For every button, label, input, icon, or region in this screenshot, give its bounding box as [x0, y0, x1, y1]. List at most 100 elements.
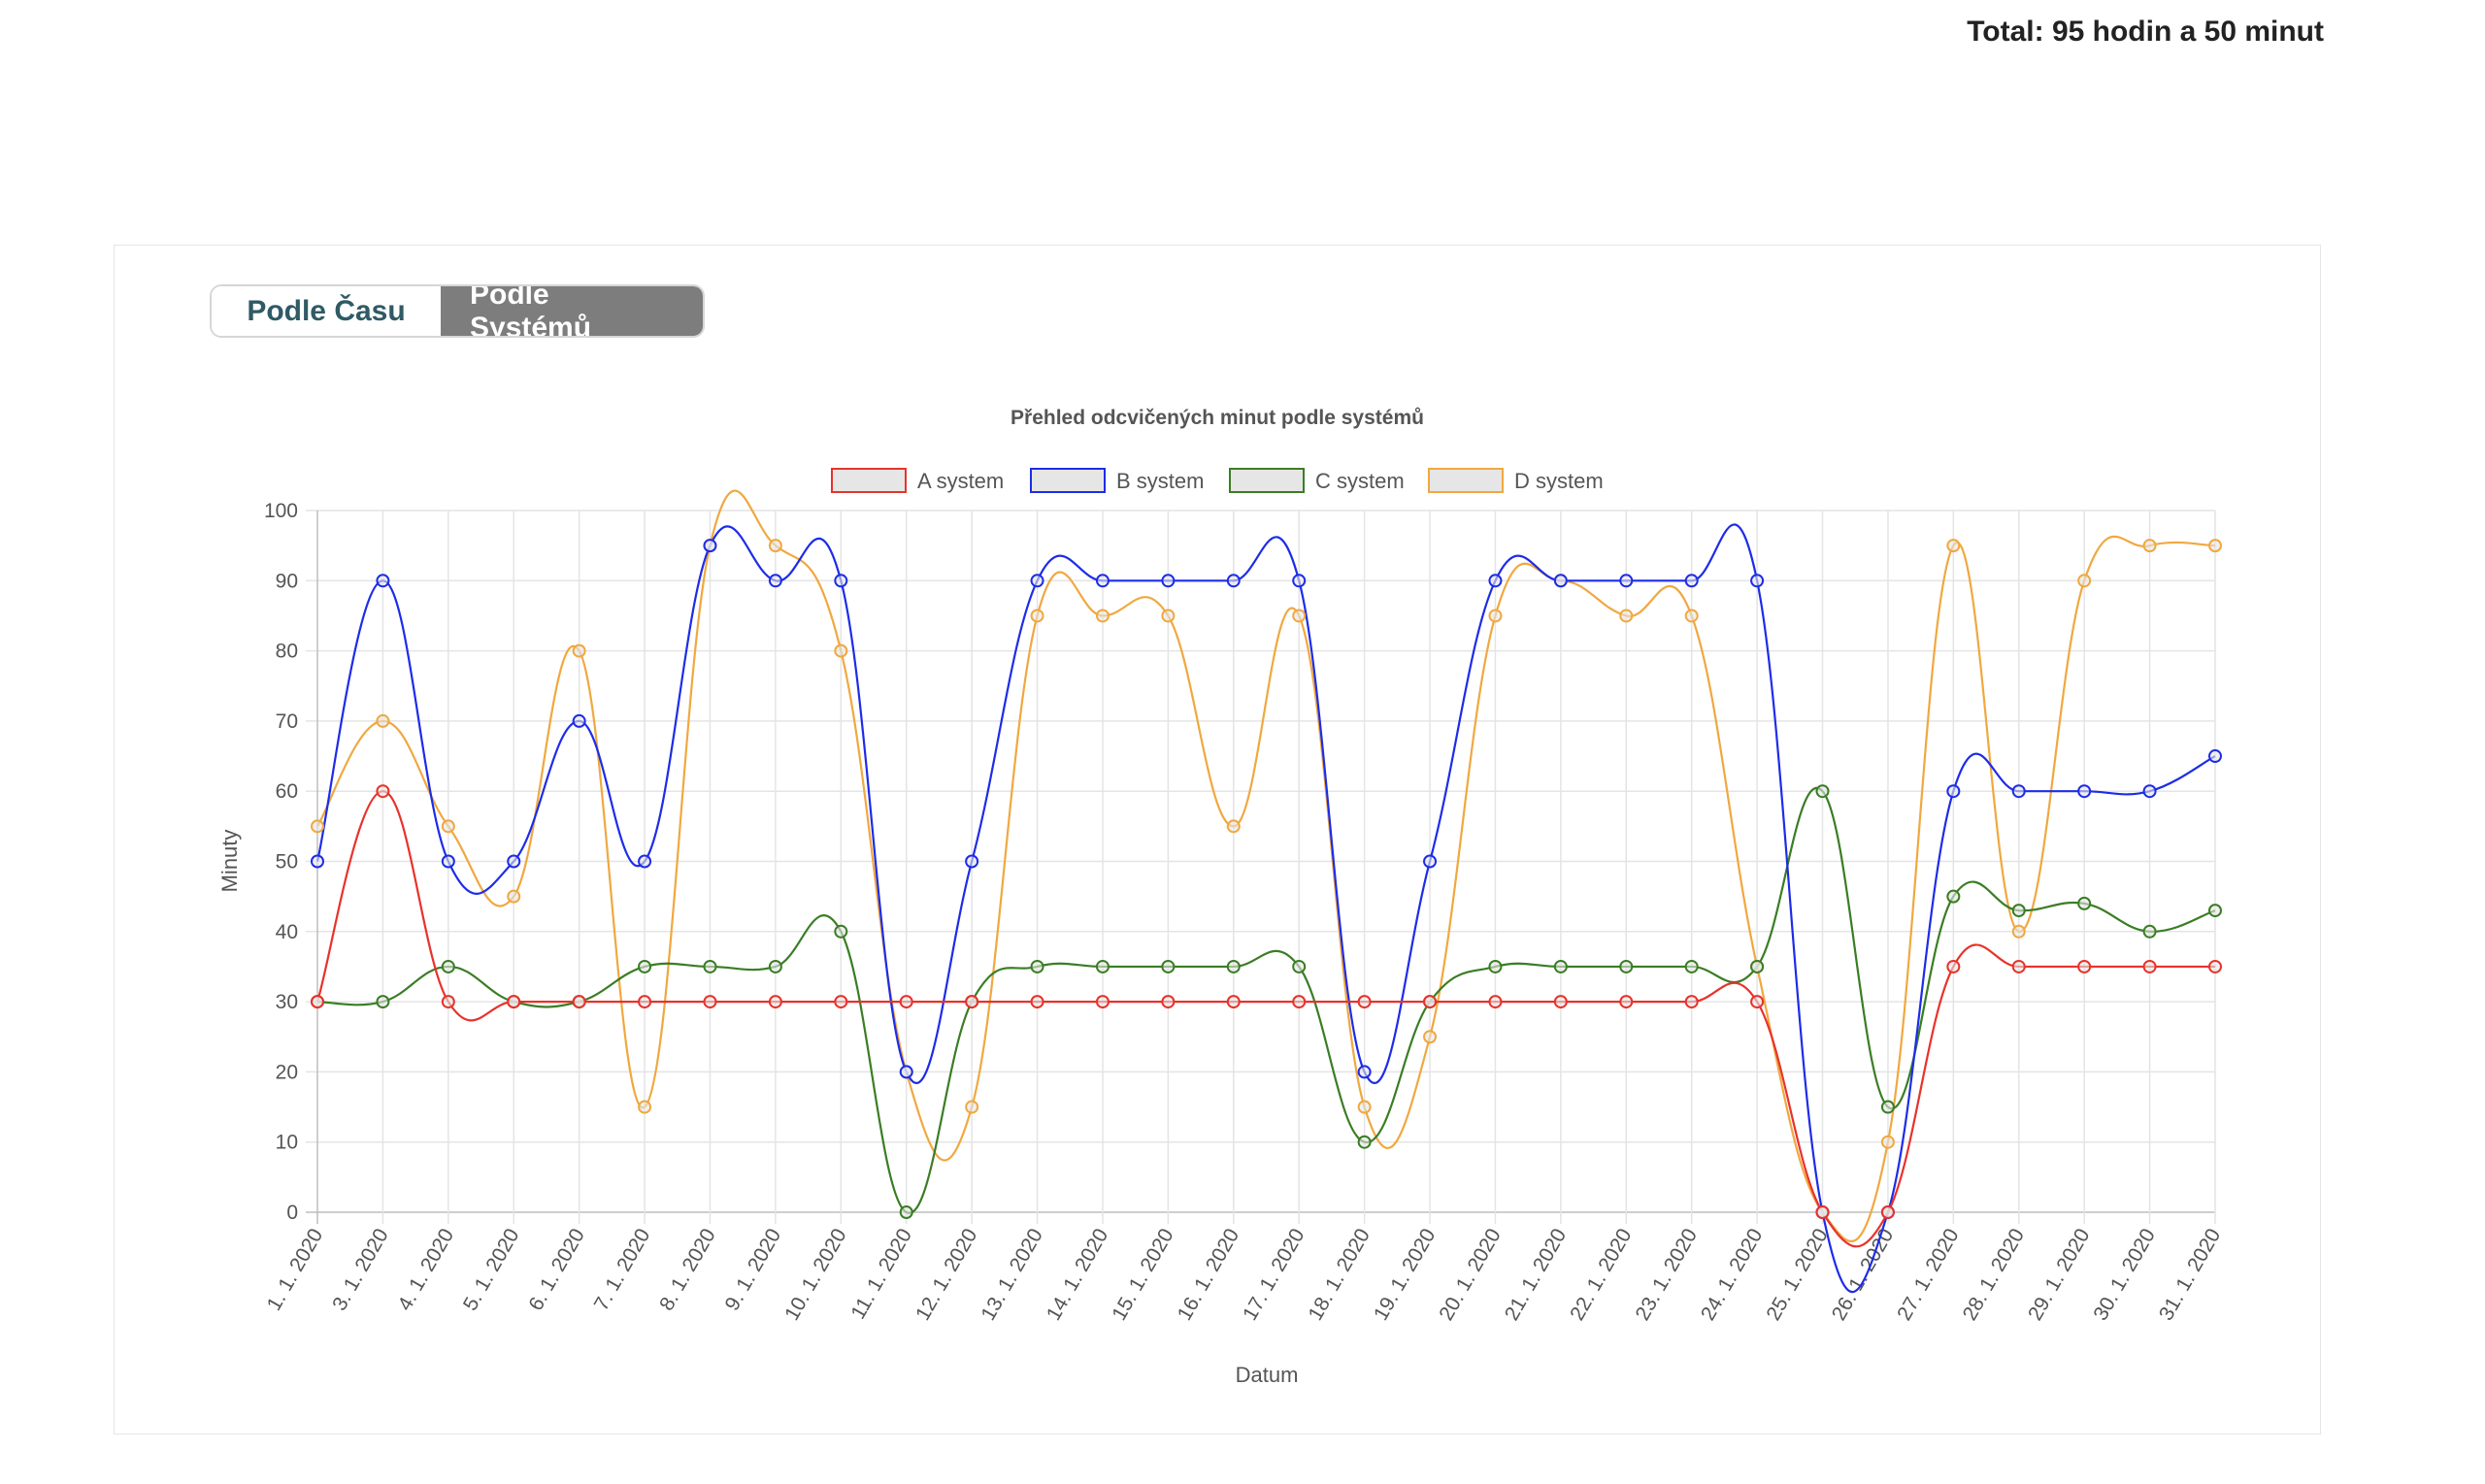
data-point [1292, 995, 1307, 1009]
data-point [1095, 995, 1110, 1009]
data-point [834, 924, 848, 939]
data-point [2142, 784, 2157, 799]
data-point [572, 713, 586, 728]
data-point [2208, 749, 2222, 764]
data-point [834, 574, 848, 588]
legend-item: C system [1229, 468, 1405, 493]
data-point [1815, 784, 1830, 799]
data-point [703, 959, 717, 973]
data-point [1161, 959, 1176, 973]
data-point [768, 574, 782, 588]
x-tick-label: 11. 1. 2020 [846, 1225, 916, 1323]
view-toggle: Podle Času Podle Systémů [210, 284, 705, 338]
data-point [1488, 609, 1503, 623]
data-point [2208, 904, 2222, 918]
data-point [376, 713, 390, 728]
data-point [1684, 609, 1699, 623]
data-point [1030, 959, 1044, 973]
data-point [572, 643, 586, 658]
legend-swatch [1428, 468, 1504, 493]
y-tick-label: 100 [264, 500, 298, 522]
data-point [1750, 574, 1765, 588]
data-point [1684, 959, 1699, 973]
legend-swatch [1229, 468, 1305, 493]
data-point [1423, 1030, 1438, 1044]
data-point [2142, 924, 2157, 939]
x-tick-label: 13. 1. 2020 [977, 1225, 1046, 1325]
data-point [1095, 574, 1110, 588]
data-point [2077, 896, 2092, 910]
x-tick-label: 24. 1. 2020 [1697, 1225, 1767, 1325]
data-point [638, 854, 652, 869]
x-tick-label: 17. 1. 2020 [1239, 1225, 1309, 1325]
data-point [1619, 609, 1634, 623]
tab-by-systems[interactable]: Podle Systémů [441, 286, 703, 336]
data-point [1161, 609, 1176, 623]
x-tick-label: 3. 1. 2020 [328, 1225, 393, 1314]
data-point [311, 995, 324, 1009]
x-tick-label: 23. 1. 2020 [1632, 1225, 1702, 1325]
data-point [441, 854, 455, 869]
data-point [1095, 959, 1110, 973]
data-point [1946, 539, 1961, 553]
data-point [965, 995, 979, 1009]
data-point [1619, 995, 1634, 1009]
series-line [315, 523, 2216, 1294]
data-point [1423, 995, 1438, 1009]
x-tick-label: 19. 1. 2020 [1370, 1225, 1440, 1325]
data-point [572, 995, 586, 1009]
data-point [899, 1205, 913, 1219]
data-point [376, 995, 390, 1009]
data-point [768, 959, 782, 973]
x-tick-label: 5. 1. 2020 [459, 1225, 524, 1314]
series-line [316, 787, 2216, 1214]
data-point [441, 995, 455, 1009]
y-tick-label: 30 [276, 991, 298, 1013]
data-point [1553, 574, 1568, 588]
data-point [2011, 904, 2026, 918]
data-point [311, 854, 324, 869]
x-tick-label: 31. 1. 2020 [2155, 1225, 2225, 1325]
data-point [1030, 574, 1044, 588]
data-point [1553, 959, 1568, 973]
data-point [1684, 574, 1699, 588]
x-tick-label: 4. 1. 2020 [394, 1225, 459, 1314]
data-point [1030, 609, 1044, 623]
legend-swatch [831, 468, 907, 493]
data-point [1946, 889, 1961, 904]
x-tick-label: 21. 1. 2020 [1501, 1225, 1571, 1325]
tab-by-time[interactable]: Podle Času [212, 286, 441, 336]
x-tick-label: 10. 1. 2020 [780, 1225, 850, 1325]
data-point [768, 539, 782, 553]
data-point [638, 1100, 652, 1114]
y-tick-label: 0 [286, 1202, 298, 1224]
x-tick-label: 22. 1. 2020 [1566, 1225, 1636, 1325]
legend-item: B system [1030, 468, 1204, 493]
y-tick-label: 50 [276, 851, 298, 874]
x-tick-label: 29. 1. 2020 [2024, 1225, 2094, 1325]
data-point [1357, 1135, 1372, 1149]
data-point [1488, 995, 1503, 1009]
data-point [1226, 819, 1241, 834]
legend-label: D system [1514, 469, 1604, 493]
data-point [1357, 1100, 1372, 1114]
y-tick-label: 10 [276, 1132, 298, 1154]
data-point [1750, 995, 1765, 1009]
data-point [2077, 959, 2092, 973]
y-tick-label: 70 [276, 710, 298, 733]
x-tick-label: 6. 1. 2020 [524, 1225, 589, 1314]
data-point [1619, 574, 1634, 588]
data-point [311, 819, 324, 834]
data-point [2011, 924, 2026, 939]
y-tick-label: 20 [276, 1061, 298, 1083]
y-tick-label: 60 [276, 780, 298, 803]
data-point [1161, 574, 1176, 588]
data-point [2077, 574, 2092, 588]
legend-swatch [1030, 468, 1106, 493]
data-point [1030, 995, 1044, 1009]
data-point [1161, 995, 1176, 1009]
data-point [2011, 959, 2026, 973]
x-tick-label: 30. 1. 2020 [2089, 1225, 2159, 1325]
y-axis-label: Minuty [217, 830, 242, 893]
data-point [1423, 854, 1438, 869]
